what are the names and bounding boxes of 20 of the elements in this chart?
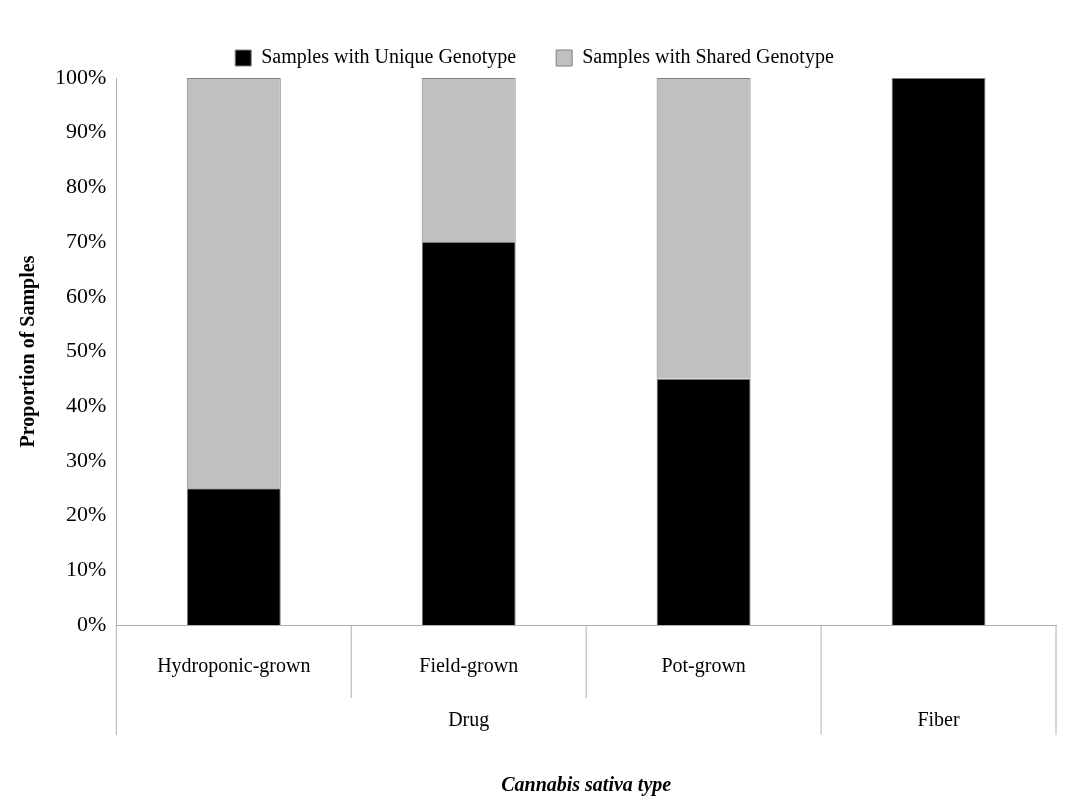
legend-label: Samples with Unique Genotype — [261, 45, 517, 69]
y-axis-title: Proportion of Samples — [16, 255, 40, 448]
y-tick-label: 70% — [66, 227, 107, 253]
y-tick-label: 50% — [66, 337, 107, 363]
y-tick-label: 0% — [77, 610, 107, 636]
y-tick-label: 60% — [66, 282, 107, 308]
x-axis-title: Cannabis sativa type — [501, 773, 672, 797]
text: Fiber — [917, 708, 960, 731]
text: Drug — [448, 708, 490, 732]
y-tick-label: 100% — [55, 63, 107, 89]
x-tick-label: Pot-grown — [661, 654, 746, 678]
x-tick-label: Hydroponic-grown — [157, 654, 311, 678]
y-tick-label: 30% — [66, 446, 107, 472]
x-tick-label: Field-grown — [419, 654, 519, 678]
y-tick-label: 20% — [66, 501, 107, 527]
y-tick-label: 10% — [66, 556, 107, 582]
legend-label: Samples with Shared Genotype — [582, 45, 834, 69]
y-tick-label: 40% — [66, 391, 107, 417]
y-tick-label: 80% — [66, 173, 107, 199]
y-tick-label: 90% — [66, 118, 107, 144]
